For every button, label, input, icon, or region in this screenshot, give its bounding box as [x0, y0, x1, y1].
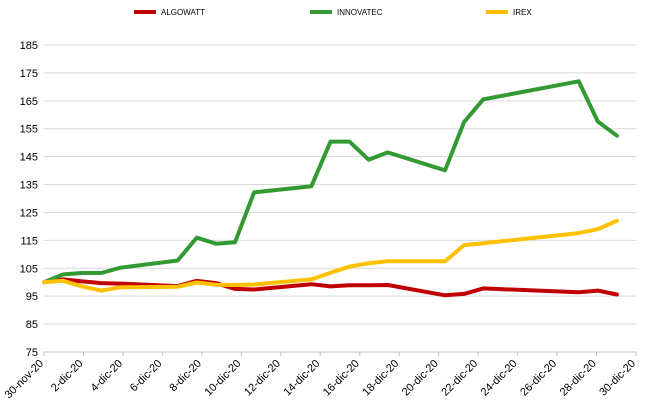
x-tick-label: 4-dic-20 [88, 358, 125, 395]
x-axis: 30-nov-20 2-dic-20 4-dic-20 6-dic-20 8-dic-2… [3, 352, 638, 401]
x-tick-label: 22-dic-20 [439, 358, 480, 399]
legend-label-irex: IREX [513, 8, 532, 17]
x-tick-label: 26-dic-20 [518, 358, 559, 399]
y-tick-label: 95 [26, 291, 38, 303]
x-tick-label: 24-dic-20 [479, 358, 520, 399]
y-tick-label: 185 [20, 40, 38, 52]
y-tick-label: 155 [20, 124, 38, 136]
legend: ALGOWATT INNOVATEC IREX [134, 8, 532, 17]
x-tick-label: 16-dic-20 [321, 358, 362, 399]
x-tick-label: 30-nov-20 [3, 358, 47, 401]
x-tick-label: 12-dic-20 [242, 358, 283, 399]
x-tick-label: 14-dic-20 [281, 358, 322, 399]
y-tick-label: 165 [20, 96, 38, 108]
x-tick-label: 2-dic-20 [49, 358, 86, 395]
x-tick-label: 8-dic-20 [167, 358, 204, 395]
x-tick-label: 10-dic-20 [203, 358, 244, 399]
series-line-irex [42, 218, 619, 293]
y-tick-label: 135 [20, 180, 38, 192]
y-tick-label: 105 [20, 263, 38, 275]
y-tick-label: 85 [26, 319, 38, 331]
x-tick-label: 28-dic-20 [558, 358, 599, 399]
y-tick-label: 75 [26, 347, 38, 359]
y-tick-label: 125 [20, 207, 38, 219]
series-lines [42, 79, 619, 298]
x-tick-label: 20-dic-20 [400, 358, 441, 399]
x-tick-label: 30-dic-20 [597, 358, 638, 399]
legend-label-innovatec: INNOVATEC [337, 8, 383, 17]
x-tick-label: 6-dic-20 [128, 358, 165, 395]
legend-label-algowatt: ALGOWATT [161, 8, 205, 17]
series-line-algowatt [42, 277, 619, 298]
y-tick-label: 145 [20, 152, 38, 164]
y-axis: 75 85 95 105 115 125 135 145 155 165 175 185 [20, 40, 38, 359]
y-tick-label: 175 [20, 68, 38, 80]
gridlines [44, 44, 636, 353]
series-line-innovatec [42, 79, 619, 285]
x-tick-label: 18-dic-20 [360, 358, 401, 399]
y-tick-label: 115 [20, 235, 38, 247]
